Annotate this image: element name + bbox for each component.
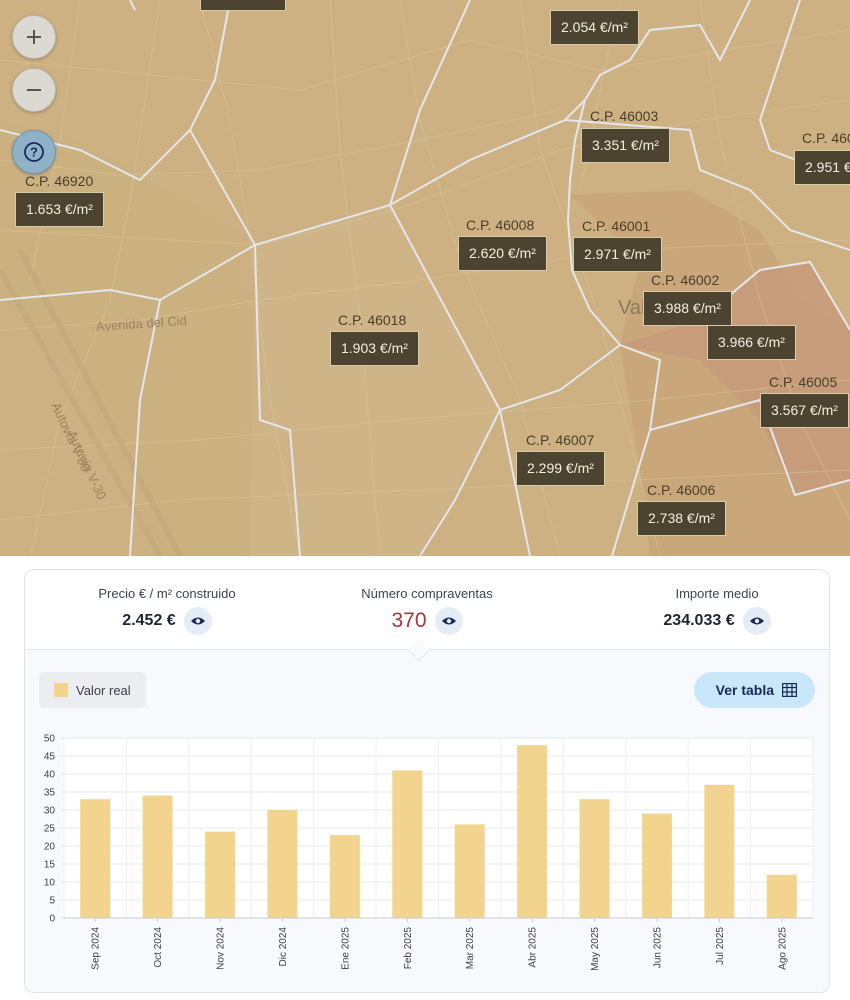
x-tick-label: Feb 2025 (403, 927, 414, 970)
x-tick-label: May 2025 (590, 927, 601, 971)
eye-icon (749, 617, 764, 625)
postal-code-label: C.P. 46001 (582, 218, 651, 234)
price-box[interactable]: 3.351 €/m² (581, 128, 670, 163)
y-tick-label: 40 (44, 770, 56, 781)
price-box[interactable]: 2.299 €/m² (516, 451, 605, 486)
x-tick-label: Dic 2024 (278, 927, 289, 967)
bar (454, 824, 485, 918)
y-tick-label: 5 (49, 896, 55, 907)
price-box[interactable]: 2.738 €/m² (637, 501, 726, 536)
stat-sales-title: Número compraventas (361, 586, 493, 601)
stat-sales-value: 370 (391, 609, 427, 632)
x-tick-label: Mar 2025 (465, 927, 476, 970)
legend-swatch (54, 683, 68, 697)
stat-price: Precio € / m² construido 2.452 € (69, 586, 265, 636)
stat-price-view-button[interactable] (183, 607, 212, 635)
price-box[interactable]: 1.903 €/m² (330, 331, 419, 366)
price-box[interactable]: 2.951 €/m² (794, 150, 850, 185)
zoom-in-button[interactable] (12, 15, 56, 59)
map-background (0, 0, 850, 556)
legend-label: Valor real (76, 682, 131, 698)
plus-icon (27, 30, 41, 44)
price-box[interactable]: 2.620 €/m² (458, 236, 547, 271)
postal-code-label: C.P. 46008 (466, 217, 535, 233)
chart-legend[interactable]: Valor real (39, 672, 146, 708)
view-table-button[interactable]: Ver tabla (693, 672, 815, 708)
y-tick-label: 0 (49, 914, 55, 925)
bar-chart: 0 5 10 15 20 25 30 35 40 45 50 Sep 2024 Oct 2024 Nov … (44, 734, 814, 971)
y-tick-label: 45 (44, 752, 56, 763)
price-box[interactable]: 2.971 €/m² (573, 237, 662, 272)
price-box[interactable]: 3.567 €/m² (760, 393, 849, 428)
y-tick-label: 10 (44, 878, 56, 889)
bar (80, 799, 111, 918)
map[interactable]: ? 2.054 €/m² C.P. 46003 3.351 €/m² C.P. … (0, 0, 850, 556)
stats-header: Precio € / m² construido 2.452 € Número … (25, 570, 829, 650)
y-tick-label: 50 (44, 734, 56, 745)
question-icon: ? (24, 142, 44, 162)
postal-code-label: C.P. 46007 (526, 432, 595, 448)
postal-code-label: C.P. 46005 (769, 374, 838, 390)
x-tick-label: Nov 2024 (216, 927, 227, 970)
postal-code-label: C.P. 46018 (338, 312, 407, 328)
bar (205, 831, 236, 918)
price-box[interactable]: 1.653 €/m² (15, 192, 104, 227)
postal-code-label: C.P. 4600 (802, 130, 850, 146)
svg-text:?: ? (30, 145, 38, 160)
postal-code-label: C.P. 46920 (25, 173, 94, 189)
price-box[interactable]: 2.054 €/m² (550, 10, 639, 45)
stat-average: Importe medio 234.033 € (619, 586, 815, 636)
price-box-partial (200, 0, 286, 11)
y-tick-label: 25 (44, 824, 56, 835)
bar (704, 784, 735, 918)
bar (267, 810, 298, 918)
y-tick-label: 30 (44, 806, 56, 817)
bar (142, 795, 173, 918)
bar (766, 874, 797, 918)
stats-panel: Precio € / m² construido 2.452 € Número … (24, 569, 830, 993)
stat-average-title: Importe medio (675, 586, 759, 601)
x-tick-label: Jul 2025 (715, 927, 726, 965)
minus-icon (27, 89, 41, 91)
y-tick-label: 15 (44, 860, 56, 871)
x-tick-label: Jun 2025 (652, 927, 663, 969)
bar (517, 745, 548, 918)
eye-icon (190, 617, 205, 625)
city-label: Val (618, 297, 646, 319)
bar (579, 799, 610, 918)
stat-price-value: 2.452 € (122, 612, 176, 629)
y-tick-label: 35 (44, 788, 56, 799)
price-box[interactable]: 3.988 €/m² (643, 291, 732, 326)
x-tick-label: Oct 2024 (153, 927, 164, 968)
x-tick-label: Ago 2025 (777, 927, 788, 970)
bar (641, 813, 672, 918)
price-box[interactable]: 3.966 €/m² (707, 325, 796, 360)
zoom-out-button[interactable] (12, 68, 56, 112)
bar (329, 835, 360, 918)
help-button[interactable]: ? (12, 130, 56, 174)
stat-average-view-button[interactable] (742, 607, 771, 635)
y-tick-label: 20 (44, 842, 56, 853)
x-tick-label: Sep 2024 (91, 927, 102, 970)
stat-average-value: 234.033 € (663, 612, 735, 629)
postal-code-label: C.P. 46006 (647, 482, 716, 498)
stat-sales-view-button[interactable] (434, 607, 463, 635)
postal-code-label: C.P. 46002 (651, 272, 720, 288)
view-table-label: Ver tabla (715, 682, 774, 698)
eye-icon (441, 617, 456, 625)
x-tick-label: Ene 2025 (340, 927, 351, 970)
chart-area: Valor real Ver tabla 0 5 10 15 20 25 30 35 40 45 5… (25, 651, 829, 992)
stat-sales: Número compraventas 370 (329, 586, 525, 636)
table-grid-icon (782, 683, 797, 697)
x-tick-label: Abr 2025 (528, 927, 539, 968)
stat-price-title: Precio € / m² construido (98, 586, 236, 601)
postal-code-label: C.P. 46003 (590, 108, 659, 124)
bar (392, 770, 423, 918)
